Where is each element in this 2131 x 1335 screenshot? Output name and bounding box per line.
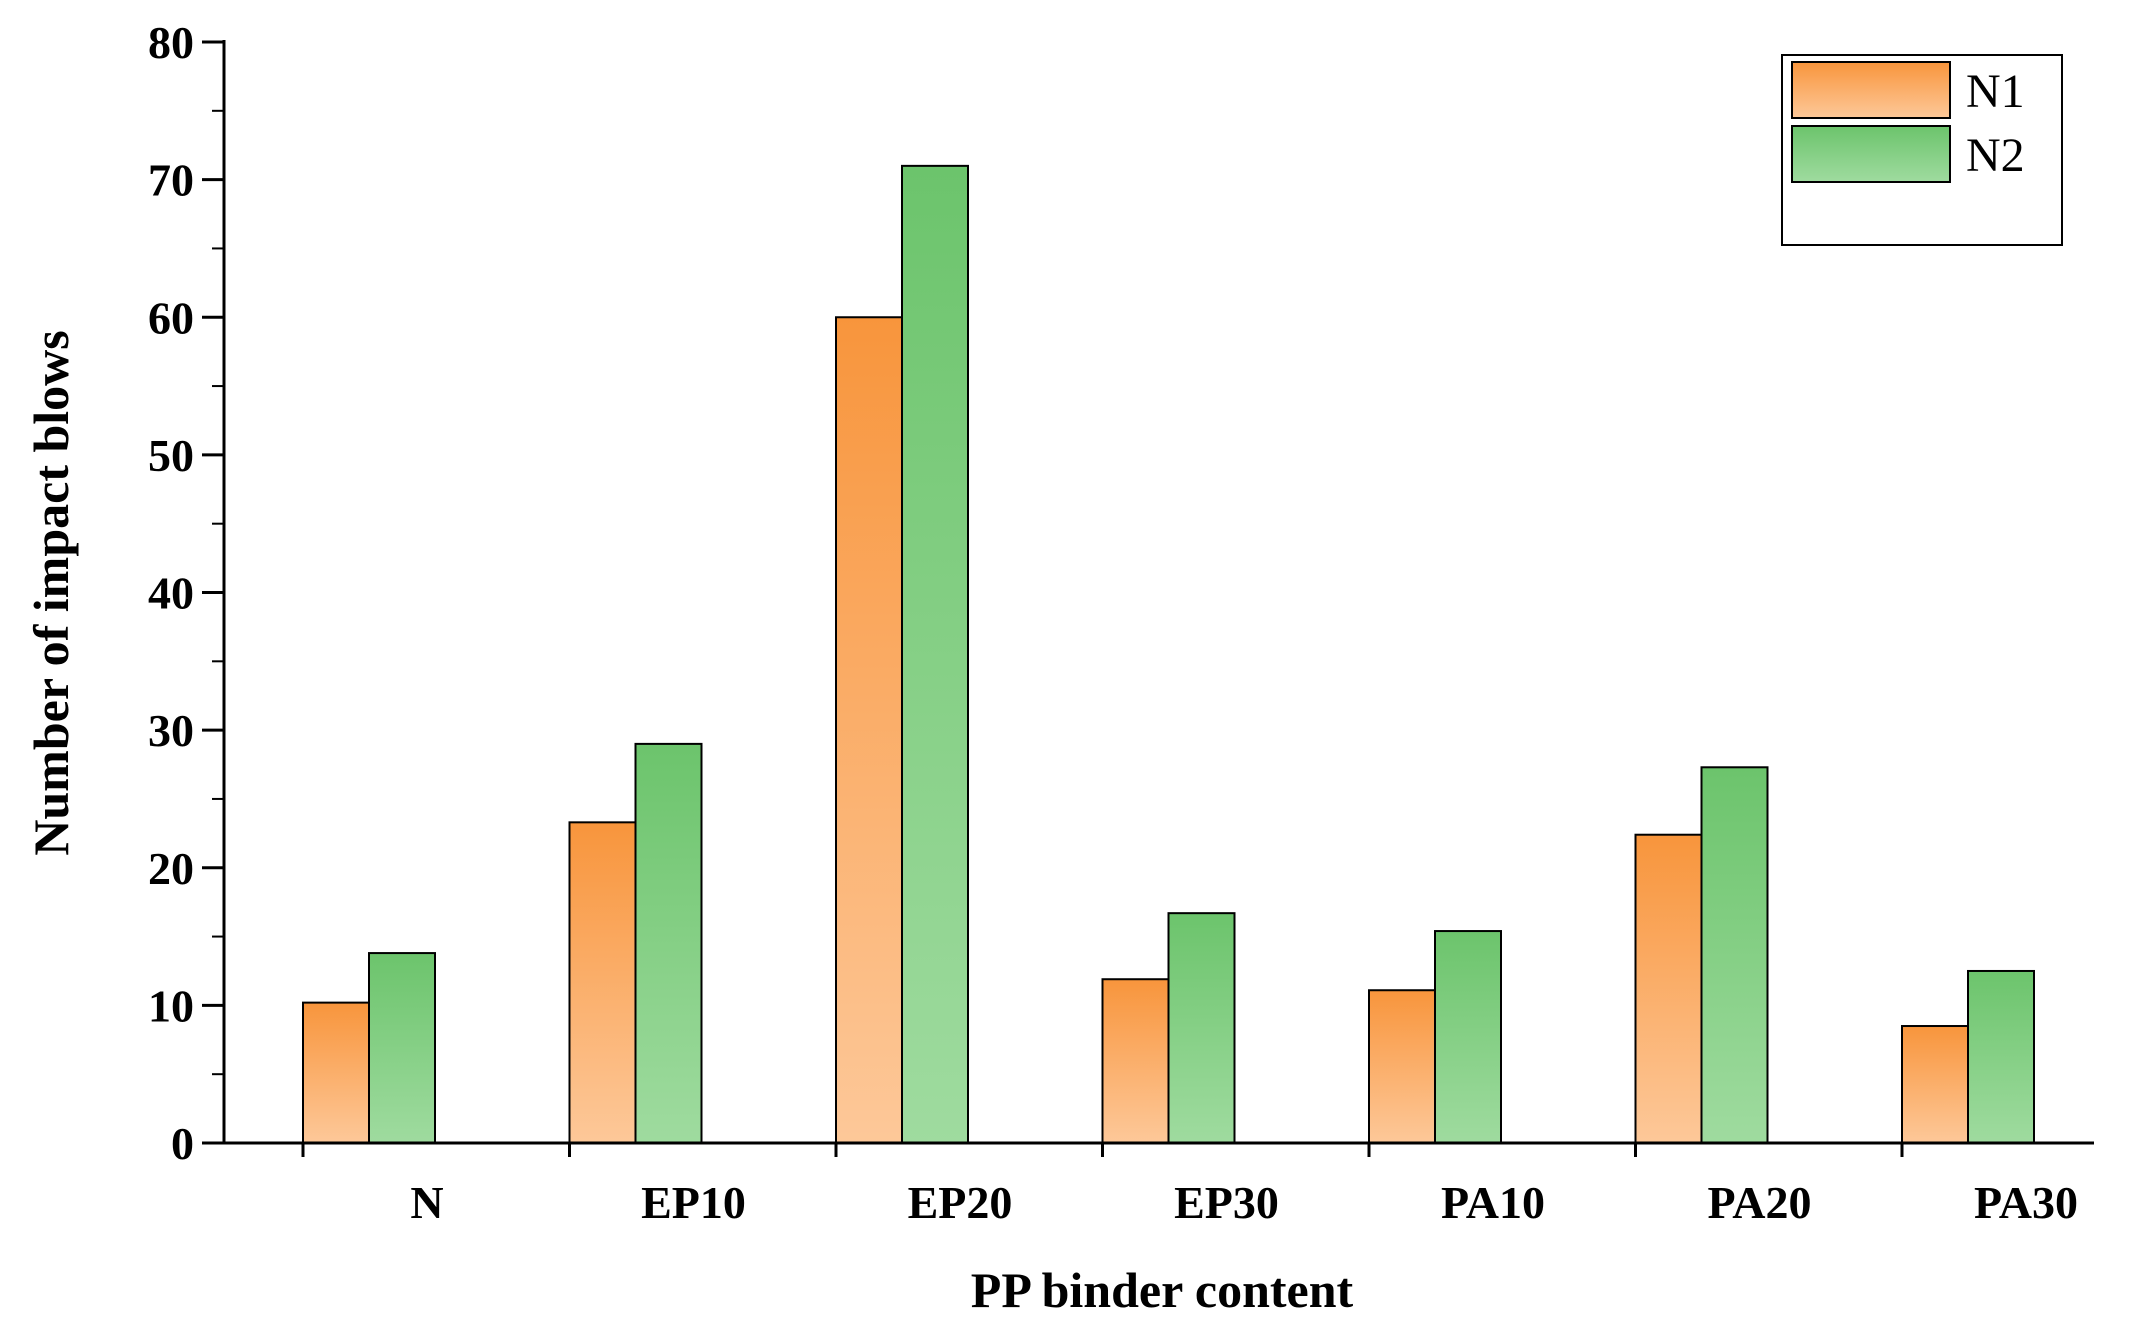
bar-n1-n (302, 1001, 370, 1144)
bar-n2-pa20 (1700, 766, 1769, 1144)
bar-n2-pa30 (1967, 969, 2035, 1144)
legend-swatch-n2 (1791, 125, 1951, 183)
bar-n1-ep10 (568, 821, 637, 1144)
bar-n1-ep20 (835, 316, 903, 1144)
y-tick-label: 20 (148, 843, 194, 894)
bar-n1-ep30 (1101, 978, 1170, 1144)
x-tick-label: EP10 (641, 1177, 746, 1228)
legend: N1 N2 (1781, 54, 2063, 246)
bar-n1-pa30 (1901, 1025, 1969, 1145)
x-tick-label: PA10 (1441, 1177, 1545, 1228)
y-tick-label: 60 (148, 292, 194, 343)
y-tick-label: 40 (148, 568, 194, 619)
legend-label-n2: N2 (1966, 129, 2025, 182)
x-tick-label: EP30 (1174, 1177, 1279, 1228)
y-tick-label: 10 (148, 980, 194, 1031)
bar-n1-pa20 (1634, 833, 1703, 1144)
y-axis-title: Number of impact blows (23, 330, 79, 855)
y-tick-label: 30 (148, 705, 194, 756)
bar-n2-ep30 (1167, 912, 1236, 1145)
legend-swatch-n1 (1791, 61, 1951, 119)
x-tick-label: N (410, 1177, 443, 1228)
y-tick-label: 70 (148, 155, 194, 206)
x-tick-label: EP20 (908, 1177, 1013, 1228)
y-tick-label: 80 (148, 17, 194, 68)
bars-layer (302, 164, 2035, 1145)
bar-n2-n (368, 952, 436, 1145)
bar-n1-pa10 (1368, 989, 1436, 1145)
legend-label-n1: N1 (1966, 65, 2025, 118)
x-tick-label: PA30 (1974, 1177, 2078, 1228)
x-axis-title: PP binder content (971, 1262, 1354, 1318)
bar-n2-ep20 (901, 164, 969, 1145)
bar-n2-pa10 (1434, 930, 1502, 1144)
x-tick-label: PA20 (1708, 1177, 1812, 1228)
y-tick-label: 50 (148, 430, 194, 481)
y-tick-label: 0 (171, 1118, 194, 1169)
bar-n2-ep10 (634, 742, 703, 1144)
axes-layer: N EP10 EP20 EP30 PA10 PA20 PA30 0 10 20 30 40 50 60 70… (148, 17, 2094, 1228)
